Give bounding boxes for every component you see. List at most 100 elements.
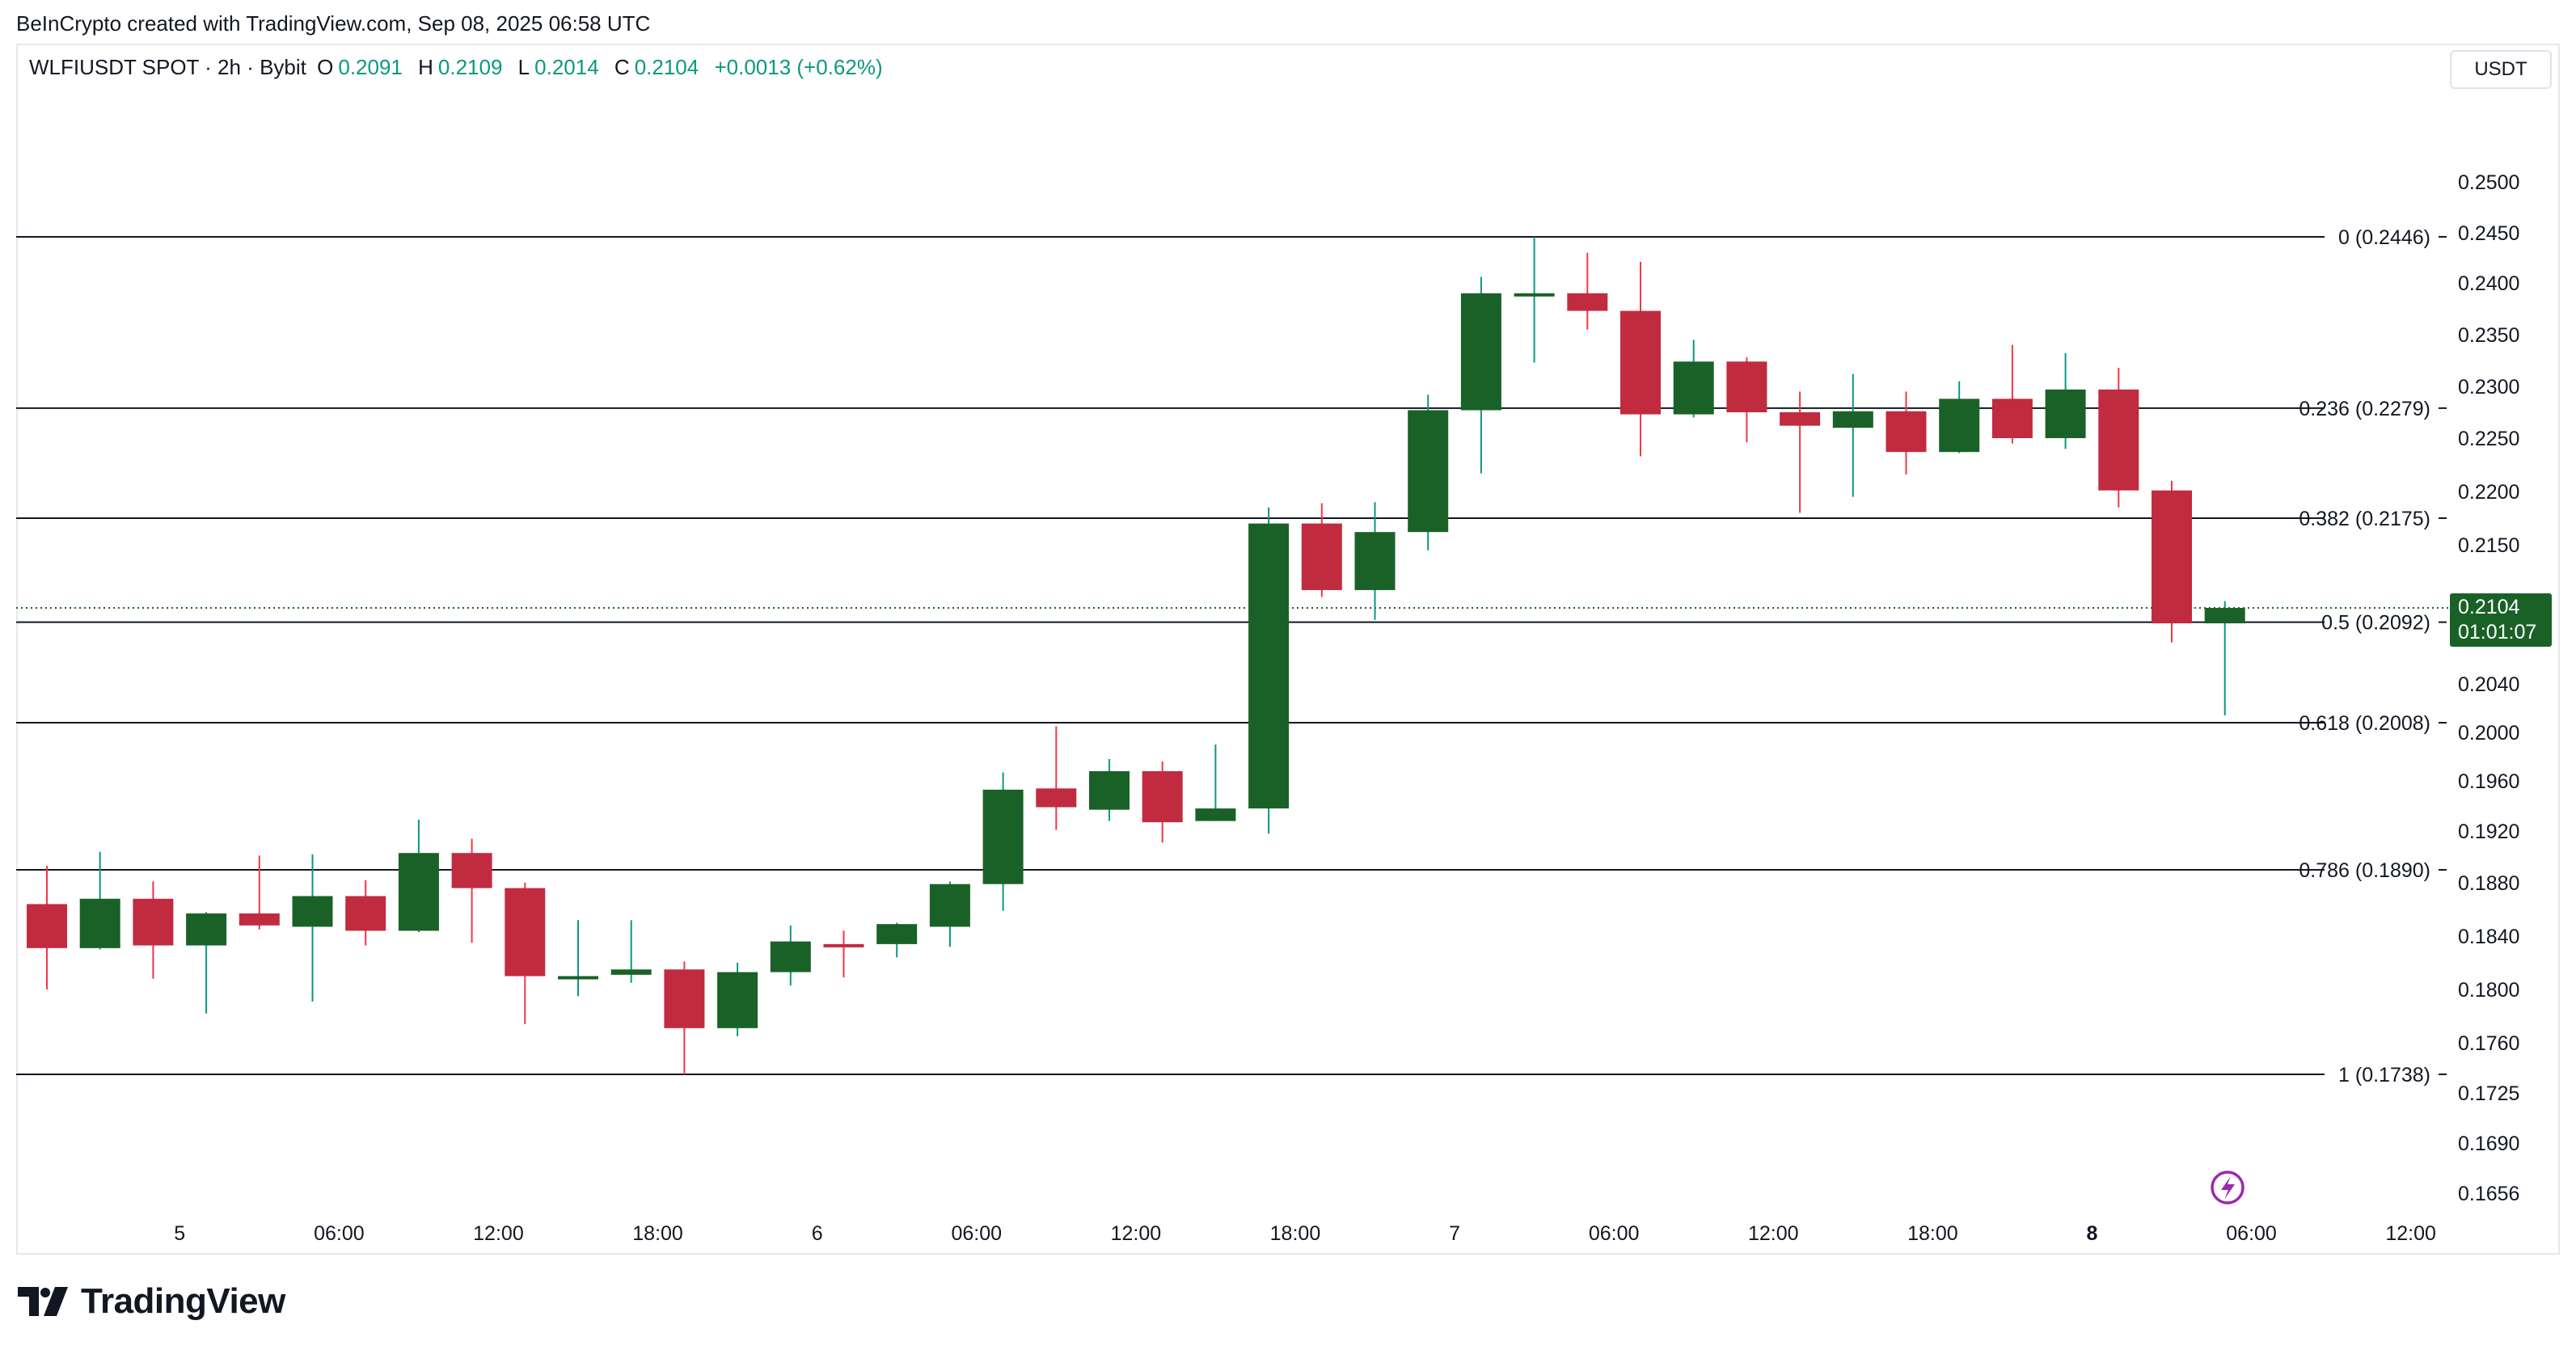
candle-body-down [2098, 389, 2139, 491]
candle-body-down [1726, 361, 1767, 412]
close-label: C [614, 55, 630, 79]
candle-body-down [505, 888, 546, 977]
candle-body-down [1567, 293, 1608, 311]
time-tick-label: 5 [174, 1222, 185, 1245]
candle-body-up [558, 976, 598, 980]
chart-panel[interactable] [16, 44, 2560, 1255]
fib-label: 0.5 (0.2092) [2321, 612, 2430, 635]
candle-body-down [1620, 310, 1661, 415]
time-tick-label: 12:00 [1111, 1222, 1162, 1245]
time-tick-label: 06:00 [2226, 1222, 2277, 1245]
open-label: O [317, 55, 334, 79]
price-tick-label: 0.1960 [2458, 770, 2519, 793]
price-tick-label: 0.2040 [2458, 673, 2519, 696]
price-tick-label: 0.1840 [2458, 926, 2519, 948]
candle-body-up [1354, 532, 1396, 590]
change-value: +0.0013 (+0.62%) [714, 55, 883, 79]
candle-body-up [1673, 361, 1714, 415]
fib-label: 0.618 (0.2008) [2299, 712, 2430, 735]
price-tick-label: 0.1725 [2458, 1082, 2519, 1105]
candle-body-down [1991, 399, 2033, 438]
fib-label: 0 (0.2446) [2338, 226, 2430, 249]
low-value: 0.2014 [534, 55, 599, 79]
price-tick-label: 0.1880 [2458, 872, 2519, 895]
price-tick-label: 0.2150 [2458, 534, 2519, 557]
price-tick-label: 0.2250 [2458, 428, 2519, 450]
candle-body-down [1780, 412, 1821, 426]
candle-body-up [610, 969, 652, 975]
fib-label: 0.382 (0.2175) [2299, 508, 2430, 530]
candle-body-down [1142, 771, 1183, 823]
time-tick-label: 06:00 [1589, 1222, 1640, 1245]
candle-body-down [823, 943, 864, 947]
time-tick-label: 18:00 [1270, 1222, 1321, 1245]
tradingview-logo[interactable]: TradingView [18, 1280, 285, 1323]
time-tick-label: 12:00 [1748, 1222, 1799, 1245]
currency-button[interactable]: USDT [2450, 50, 2552, 89]
fibonacci-levels: 0 (0.2446) 0.236 (0.2279) 0.382 (0.2175) 0.… [16, 226, 2458, 1086]
price-tick-label: 0.2300 [2458, 376, 2519, 399]
candle-body-up [398, 853, 439, 931]
close-value: 0.2104 [634, 55, 699, 79]
candle-body-up [292, 896, 333, 927]
price-tick-label: 0.1656 [2458, 1183, 2519, 1205]
fib-label: 1 (0.1738) [2338, 1064, 2430, 1086]
price-tick-label: 0.2400 [2458, 272, 2519, 295]
candle-body-up [982, 789, 1024, 884]
price-tick-label: 0.2500 [2458, 171, 2519, 194]
candle-body-down [1301, 523, 1342, 590]
candle-body-down [664, 969, 705, 1028]
chart-attribution: BeInCrypto created with TradingView.com,… [16, 11, 651, 36]
low-label: L [517, 55, 530, 79]
last-price-badge [2450, 593, 2552, 647]
candle-body-up [717, 972, 758, 1028]
price-tick-label: 0.2000 [2458, 722, 2519, 745]
candle-body-up [929, 884, 970, 927]
time-tick-label: 8 [2086, 1222, 2097, 1245]
time-tick-label: 12:00 [473, 1222, 524, 1245]
high-label: H [418, 55, 433, 79]
time-tick-label: 12:00 [2385, 1222, 2436, 1245]
candle-body-down [2152, 490, 2192, 624]
fib-label: 0.236 (0.2279) [2299, 398, 2430, 420]
candle-body-down [27, 904, 67, 948]
time-axis: 5 06:00 12:00 18:00 6 06:00 12:00 18:00 7 06:00 12… [174, 1222, 2436, 1245]
last-price-tag: 0.2104 01:01:07 [2450, 593, 2552, 647]
candle-body-down [1036, 788, 1077, 808]
symbol-title[interactable]: WLFIUSDT SPOT · 2h · Bybit [29, 55, 306, 79]
time-tick-label: 18:00 [632, 1222, 683, 1245]
price-tick-label: 0.1760 [2458, 1032, 2519, 1055]
candle-body-up [1939, 399, 1980, 453]
lightning-event-icon[interactable] [2211, 1171, 2244, 1204]
candle-body-up [1408, 410, 1449, 533]
candle-body-up [2045, 389, 2086, 438]
price-tick-label: 0.1800 [2458, 979, 2519, 1002]
price-axis: 0.2500 0.2450 0.2400 0.2350 0.2300 0.2250 0.22… [2458, 171, 2519, 1205]
candle-body-up [876, 924, 918, 944]
candle-body-up [770, 941, 811, 972]
open-value: 0.2091 [338, 55, 403, 79]
brand-name: TradingView [81, 1281, 285, 1321]
time-tick-label: 06:00 [314, 1222, 365, 1245]
time-tick-label: 6 [812, 1222, 823, 1245]
price-tick-label: 0.1690 [2458, 1133, 2519, 1155]
candle-body-up [1514, 293, 1555, 297]
price-tick-label: 0.2200 [2458, 481, 2519, 504]
candle-body-down [345, 896, 386, 931]
candle-body-up [79, 898, 120, 948]
symbol-legend: WLFIUSDT SPOT · 2h · Bybit O 0.2091 H 0.21… [29, 55, 888, 80]
candle-body-up [2204, 608, 2245, 624]
bar-countdown: 01:01:07 [2458, 621, 2536, 643]
time-tick-label: 7 [1449, 1222, 1460, 1245]
time-tick-label: 18:00 [1907, 1222, 1958, 1245]
candle-body-down [133, 898, 174, 946]
fib-label: 0.786 (0.1890) [2299, 859, 2430, 882]
candle-body-up [1832, 411, 1873, 428]
price-tick-label: 0.2450 [2458, 222, 2519, 245]
high-value: 0.2109 [437, 55, 503, 79]
price-tick-label: 0.2350 [2458, 324, 2519, 347]
candle-body-down [239, 913, 280, 926]
candle-body-down [451, 853, 492, 888]
time-tick-label: 06:00 [951, 1222, 1002, 1245]
